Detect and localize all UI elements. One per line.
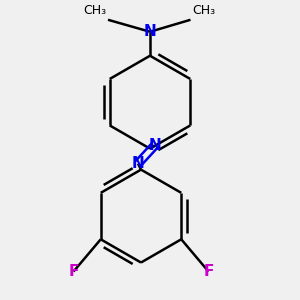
- Text: N: N: [144, 24, 156, 39]
- Text: CH₃: CH₃: [192, 4, 215, 17]
- Text: F: F: [68, 264, 79, 279]
- Text: N: N: [148, 138, 161, 153]
- Text: F: F: [203, 264, 214, 279]
- Text: N: N: [132, 156, 144, 171]
- Text: CH₃: CH₃: [83, 4, 106, 17]
